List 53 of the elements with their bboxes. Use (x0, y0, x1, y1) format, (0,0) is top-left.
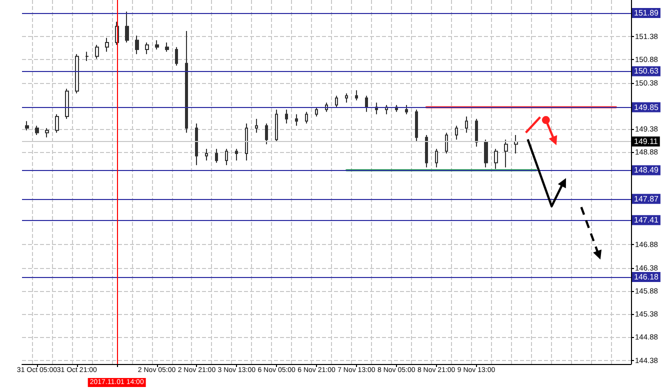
candlestick (215, 148, 218, 164)
candlestick (245, 122, 248, 161)
candlestick (155, 40, 159, 50)
candlestick (405, 104, 408, 115)
candlestick (285, 109, 288, 124)
candlestick (225, 148, 228, 166)
candlestick (315, 106, 318, 118)
candlestick (55, 114, 59, 134)
candlestick (265, 122, 268, 145)
candlestick (105, 37, 109, 52)
candlestick (35, 125, 39, 136)
candlestick (445, 132, 448, 154)
ref-line-label: 150.63 (634, 66, 660, 76)
ref-line-label: 147.87 (634, 194, 660, 204)
candlestick (425, 134, 428, 168)
candlestick (355, 90, 358, 101)
candlestick (275, 109, 278, 142)
candlestick (145, 42, 149, 55)
candlestick (305, 111, 308, 124)
candlestick (25, 120, 29, 131)
candlestick (255, 118, 258, 134)
candlestick (125, 11, 129, 44)
candlestick (95, 44, 99, 60)
candlestick (475, 118, 478, 148)
ref-line-label: 151.89 (634, 8, 660, 18)
ref-line-label: 149.85 (634, 102, 660, 112)
candlestick (135, 35, 139, 55)
candlestick (205, 148, 208, 161)
candlestick (165, 42, 169, 52)
candlestick (175, 46, 178, 66)
candlestick (195, 122, 198, 166)
candlestick (75, 54, 79, 94)
ref-line-label: 146.18 (634, 272, 660, 282)
candlestick (365, 95, 368, 112)
ref-line-label: 147.41 (634, 216, 660, 225)
candlestick (345, 92, 348, 104)
ref-line-label: 148.49 (634, 166, 660, 175)
candlestick (235, 148, 238, 161)
candlestick (45, 128, 49, 138)
candlestick (514, 134, 518, 154)
candlestick (455, 125, 458, 140)
candlestick (504, 139, 508, 168)
candlestick (65, 88, 69, 120)
candlestick (295, 114, 298, 126)
candlestick (85, 51, 89, 62)
ref-line-label: 149.11 (634, 137, 658, 146)
candlestick (465, 116, 468, 134)
candlestick (185, 30, 188, 134)
candlestick (435, 148, 438, 168)
candlestick (335, 95, 338, 108)
candlestick (415, 109, 418, 142)
candlestick (484, 139, 488, 168)
candlestick (494, 148, 498, 170)
